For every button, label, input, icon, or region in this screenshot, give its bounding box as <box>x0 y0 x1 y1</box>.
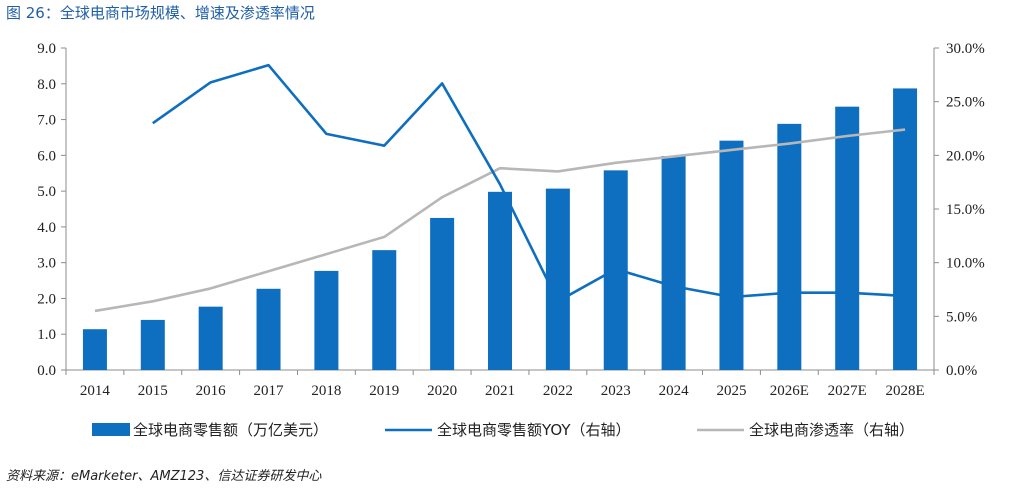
bar <box>719 140 744 370</box>
x-tick-label: 2025 <box>716 383 746 399</box>
penetration-line <box>94 128 906 313</box>
left-tick-label: 5.0 <box>37 184 56 200</box>
right-tick-label: 30.0% <box>946 41 985 57</box>
x-tick-label: 2020 <box>427 383 457 399</box>
x-tick-label: 2014 <box>80 383 111 399</box>
bar <box>140 319 165 370</box>
figure-title: 图 26：全球电商市场规模、增速及渗透率情况 <box>6 4 315 22</box>
bar <box>893 88 918 370</box>
x-tick-label: 2026E <box>770 383 809 399</box>
bar <box>372 250 397 370</box>
bar <box>777 123 802 370</box>
left-tick-label: 4.0 <box>37 220 56 236</box>
bar <box>82 329 107 370</box>
legend-label-penetration: 全球电商渗透率（右轴） <box>749 421 914 439</box>
left-tick-label: 0.0 <box>37 363 56 379</box>
bar <box>488 191 512 370</box>
bar <box>545 188 570 370</box>
bar <box>198 306 223 370</box>
left-tick-label: 3.0 <box>37 256 56 272</box>
bar <box>835 106 860 371</box>
legend: 全球电商零售额（万亿美元） 全球电商零售额YOY（右轴） 全球电商渗透率（右轴） <box>92 421 914 439</box>
x-tick-label: 2023 <box>601 383 631 399</box>
yoy-line <box>152 63 906 303</box>
right-tick-label: 20.0% <box>946 148 985 164</box>
source-note: 资料来源：eMarketer、AMZ123、信达证券研发中心 <box>6 469 322 484</box>
x-tick-label: 2021 <box>485 383 515 399</box>
x-tick-label: 2024 <box>659 383 690 399</box>
x-tick-label: 2027E <box>828 383 867 399</box>
left-tick-label: 6.0 <box>37 148 56 164</box>
line-series <box>94 63 906 313</box>
tick-labels: 0.0 1.0 2.0 3.0 4.0 5.0 6.0 7.0 8.0 9.0 0.0% 5.0% 10… <box>37 41 985 399</box>
x-tick-label: 2018 <box>311 383 341 399</box>
right-tick-label: 10.0% <box>946 256 985 272</box>
left-tick-label: 2.0 <box>37 291 56 307</box>
left-tick-label: 7.0 <box>37 113 56 129</box>
right-tick-label: 25.0% <box>946 95 985 111</box>
x-tick-label: 2017 <box>254 383 285 399</box>
x-tick-label: 2015 <box>138 383 168 399</box>
right-tick-label: 0.0% <box>946 363 977 379</box>
bar <box>256 288 281 370</box>
bar-series <box>82 88 918 371</box>
left-tick-label: 9.0 <box>37 41 56 57</box>
bar <box>314 270 339 370</box>
x-tick-label: 2022 <box>543 383 573 399</box>
bar <box>661 156 686 370</box>
left-tick-label: 8.0 <box>37 77 56 93</box>
x-tick-label: 2016 <box>196 383 227 399</box>
right-tick-label: 15.0% <box>946 202 985 218</box>
legend-swatch-bar <box>92 423 130 436</box>
legend-label-yoy: 全球电商零售额YOY（右轴） <box>437 421 631 439</box>
x-tick-label: 2019 <box>369 383 399 399</box>
left-tick-label: 1.0 <box>37 327 56 343</box>
legend-label-bar: 全球电商零售额（万亿美元） <box>133 421 328 439</box>
x-tick-label: 2028E <box>885 383 924 399</box>
bar <box>430 217 455 370</box>
right-tick-label: 5.0% <box>946 309 977 325</box>
